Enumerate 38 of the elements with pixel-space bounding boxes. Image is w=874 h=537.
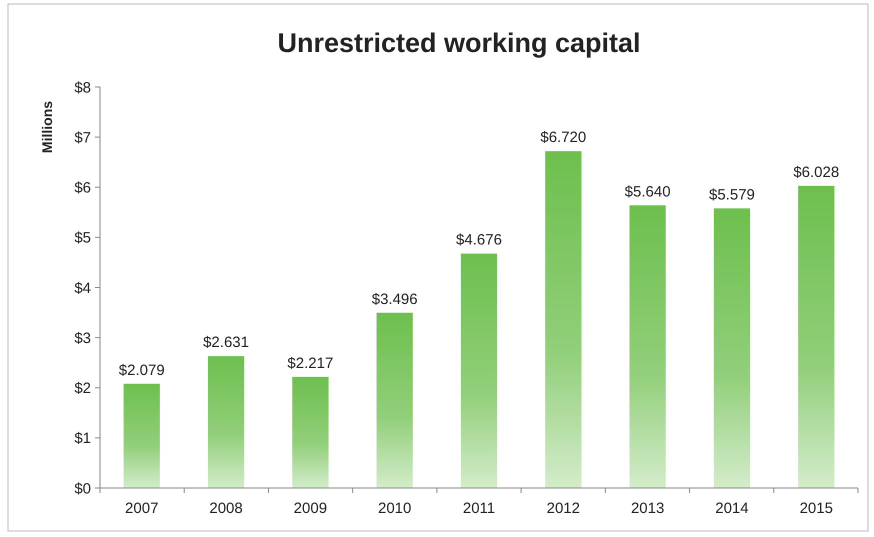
bar — [208, 356, 244, 488]
bar — [376, 312, 413, 488]
x-tick-label: 2014 — [715, 500, 749, 517]
data-label: $5.640 — [624, 183, 671, 200]
data-label: $2.631 — [203, 334, 249, 352]
y-tick-label: $2 — [74, 380, 91, 397]
y-tick-label: $6 — [74, 180, 91, 196]
x-tick-label: 2015 — [800, 500, 833, 517]
data-label: $2.217 — [287, 354, 334, 372]
bar — [292, 376, 328, 488]
chart-title: Unrestricted working capital — [277, 28, 641, 58]
x-tick-label: 2009 — [294, 500, 328, 517]
y-tick-label: $0 — [74, 480, 91, 498]
bar — [630, 205, 666, 488]
y-tick-label: $8 — [74, 79, 91, 96]
data-label: $3.496 — [372, 290, 418, 308]
y-axis-title: Millions — [39, 100, 55, 154]
x-tick-label: 2008 — [209, 500, 243, 517]
y-tick-label: $4 — [74, 280, 91, 297]
x-tick-label: 2010 — [378, 500, 412, 517]
x-tick-label: 2007 — [125, 500, 158, 517]
data-label: $5.579 — [709, 186, 755, 204]
bar — [124, 384, 160, 488]
y-tick-label: $7 — [74, 129, 91, 146]
bar — [460, 254, 498, 488]
data-label: $6.720 — [540, 129, 586, 146]
bar — [545, 151, 582, 488]
data-label: $6.028 — [793, 164, 840, 181]
data-label: $2.079 — [118, 362, 165, 379]
data-label: $4.676 — [456, 232, 502, 249]
bar — [798, 186, 834, 488]
y-tick-label: $1 — [74, 430, 91, 448]
y-tick-label: $3 — [74, 330, 91, 347]
x-tick-label: 2013 — [630, 500, 664, 517]
x-tick-label: 2012 — [546, 500, 580, 517]
y-tick-label: $5 — [74, 230, 91, 247]
x-tick-label: 2011 — [462, 500, 496, 517]
bar — [714, 208, 750, 488]
